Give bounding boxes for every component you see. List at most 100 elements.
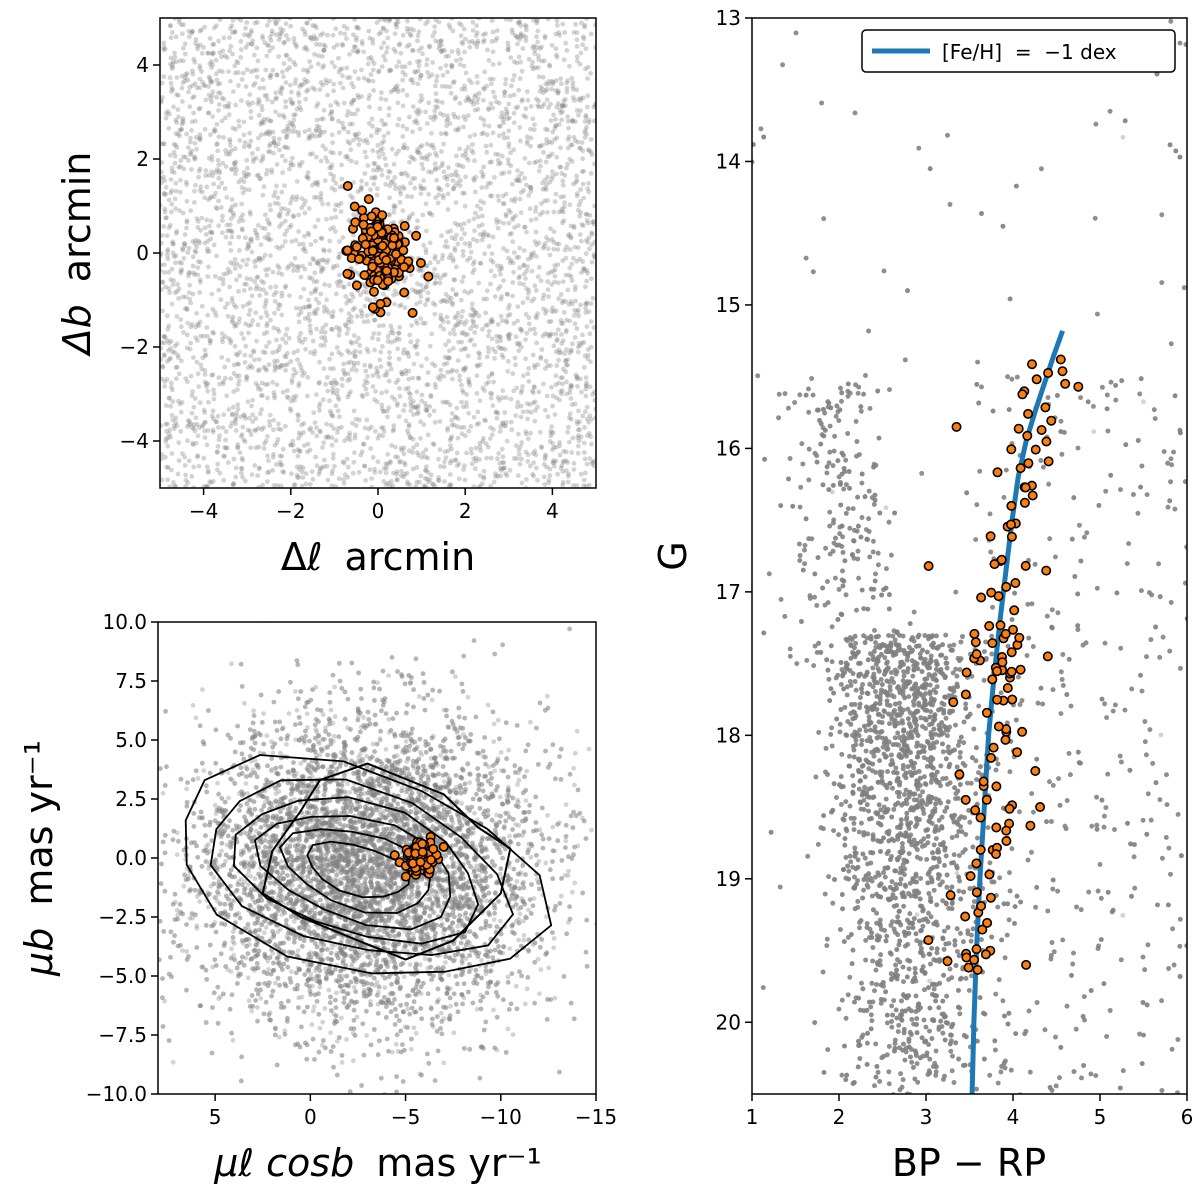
sky-field-star (464, 450, 469, 456)
sky-field-star (202, 353, 208, 359)
sky-field-star (191, 270, 197, 276)
sky-field-star (591, 254, 596, 259)
sky-field-star (432, 108, 438, 114)
sky-field-star (228, 166, 234, 172)
sky-field-star (242, 413, 248, 419)
sky-field-star (248, 109, 254, 114)
sky-field-star (472, 158, 477, 164)
sky-field-star (227, 227, 232, 233)
sky-field-star (216, 287, 222, 293)
sky-field-star (488, 425, 493, 430)
sky-field-star (163, 184, 169, 190)
sky-field-star (417, 479, 422, 485)
sky-field-star (293, 112, 298, 118)
sky-field-star (488, 395, 494, 401)
sky-field-star (518, 59, 523, 65)
sky-field-star (470, 19, 476, 25)
sky-field-star (558, 76, 563, 82)
sky-field-star (283, 21, 289, 27)
sky-field-star (354, 134, 359, 140)
sky-field-star (441, 195, 446, 201)
sky-field-star (501, 114, 507, 120)
sky-field-star (550, 403, 555, 409)
sky-field-star (256, 99, 262, 105)
sky-field-star (344, 36, 349, 41)
sky-field-star (385, 414, 390, 420)
sky-field-star (573, 22, 578, 27)
sky-field-star (367, 467, 373, 473)
sky-field-star (463, 174, 468, 180)
sky-field-star (511, 92, 517, 98)
sky-field-star (564, 85, 570, 91)
sky-field-star (195, 321, 201, 327)
sky-field-star (483, 310, 488, 316)
sky-field-star (236, 382, 241, 387)
sky-field-star (387, 483, 393, 488)
sky-field-star (420, 51, 425, 57)
sky-field-star (449, 63, 455, 69)
sky-field-star (168, 152, 173, 158)
sky-field-star (269, 167, 275, 173)
sky-field-star (174, 145, 180, 150)
sky-field-star (574, 191, 580, 196)
sky-field-star (534, 340, 539, 346)
sky-field-star (267, 118, 273, 124)
sky-field-star (207, 229, 213, 235)
sky-field-star (417, 126, 423, 132)
sky-field-star (552, 137, 557, 142)
sky-field-star (560, 366, 566, 372)
sky-field-star (517, 281, 522, 286)
sky-field-star (211, 387, 216, 393)
sky-field-star (588, 137, 594, 142)
sky-field-star (254, 338, 259, 344)
sky-field-star (522, 22, 528, 28)
sky-field-star (370, 373, 376, 378)
sky-field-star (415, 147, 420, 153)
sky-field-star (184, 332, 190, 338)
sky-field-star (425, 455, 431, 461)
sky-field-star (281, 469, 287, 475)
sky-field-star (359, 449, 365, 455)
sky-field-star (190, 95, 195, 100)
sky-field-star (176, 440, 182, 446)
sky-field-star (255, 322, 261, 328)
sky-field-star (204, 442, 210, 448)
sky-field-star (582, 119, 588, 124)
sky-field-star (384, 408, 390, 414)
sky-field-star (480, 213, 485, 219)
sky-field-star (223, 445, 229, 451)
sky-field-star (521, 262, 527, 268)
sky-field-star (584, 131, 589, 137)
sky-field-star (321, 440, 327, 446)
sky-field-star (379, 402, 385, 408)
sky-field-star (166, 431, 172, 437)
sky-field-star (418, 316, 424, 321)
sky-field-star (450, 258, 456, 264)
sky-field-star (458, 33, 464, 39)
sky-field-star (580, 413, 586, 419)
sky-field-star (550, 441, 555, 446)
sky-field-star (274, 95, 279, 101)
sky-field-star (419, 96, 425, 102)
sky-field-star (515, 304, 521, 309)
sky-field-star (559, 300, 565, 306)
sky-field-star (239, 77, 245, 82)
sky-field-star (169, 30, 175, 35)
sky-field-star (474, 74, 480, 79)
sky-field-star (460, 248, 466, 254)
sky-field-star (259, 407, 264, 412)
sky-field-star (505, 157, 511, 163)
sky-field-star (388, 330, 394, 336)
sky-field-star (435, 99, 441, 104)
sky-field-star (506, 101, 512, 107)
sky-field-star (354, 160, 359, 166)
sky-field-star (387, 195, 392, 201)
sky-field-star (320, 445, 325, 450)
sky-field-star (348, 359, 354, 365)
sky-field-star (259, 103, 265, 109)
sky-field-star (585, 64, 591, 70)
sky-field-star (243, 84, 249, 89)
sky-field-star (405, 194, 410, 199)
sky-field-star (414, 479, 420, 485)
sky-field-star (400, 208, 406, 214)
